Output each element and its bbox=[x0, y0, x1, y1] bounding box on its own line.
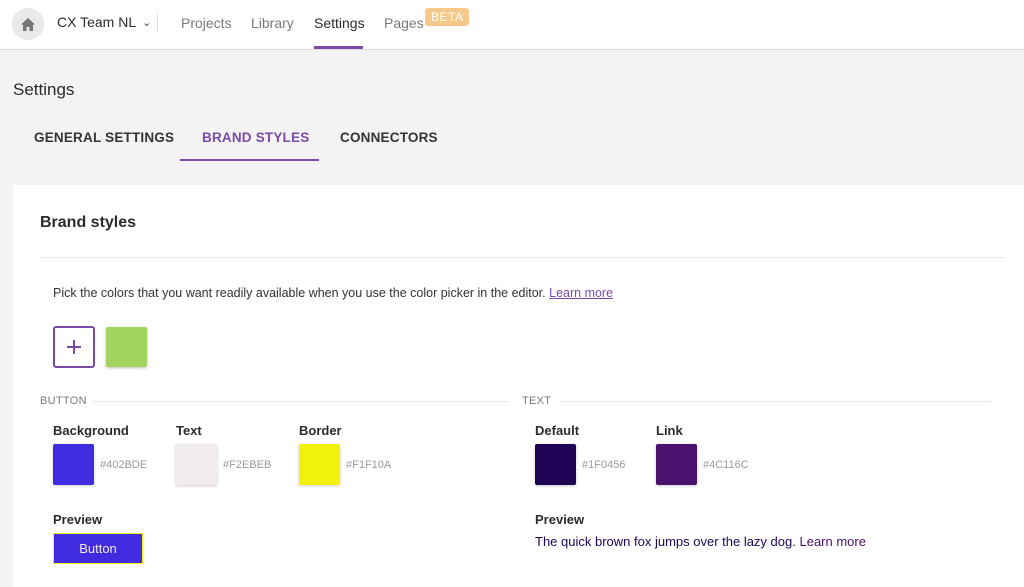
team-name: CX Team NL bbox=[57, 14, 137, 30]
top-nav: CX Team NL ⌄ Projects Library Settings P… bbox=[0, 0, 1024, 50]
page-title: Settings bbox=[13, 80, 75, 99]
learn-more-link[interactable]: Learn more bbox=[549, 286, 614, 300]
text-link-label: Link bbox=[656, 423, 683, 438]
section-divider bbox=[560, 401, 991, 402]
home-button[interactable] bbox=[12, 8, 44, 40]
intro-text: Pick the colors that you want readily av… bbox=[53, 286, 613, 300]
button-text-label: Text bbox=[176, 423, 202, 438]
divider bbox=[40, 257, 1004, 258]
chevron-down-icon: ⌄ bbox=[142, 17, 152, 29]
home-icon bbox=[21, 17, 35, 31]
nav-library[interactable]: Library bbox=[251, 15, 294, 31]
button-text-hex: #F2EBEB bbox=[223, 459, 272, 471]
text-default-swatch[interactable] bbox=[535, 444, 576, 485]
nav-pages[interactable]: Pages bbox=[384, 15, 424, 31]
button-background-swatch[interactable] bbox=[53, 444, 94, 485]
team-switcher[interactable]: CX Team NL ⌄ bbox=[57, 14, 151, 30]
button-border-swatch[interactable] bbox=[299, 444, 340, 485]
add-color-button[interactable] bbox=[53, 326, 95, 368]
button-section-label: BUTTON bbox=[40, 395, 87, 407]
text-preview: The quick brown fox jumps over the lazy … bbox=[535, 534, 866, 549]
preview-sentence: The quick brown fox jumps over the lazy … bbox=[535, 534, 796, 549]
beta-badge: BETA bbox=[425, 8, 470, 26]
button-background-label: Background bbox=[53, 423, 129, 438]
text-section-label: TEXT bbox=[522, 395, 552, 407]
tab-active-indicator bbox=[180, 159, 319, 161]
preview-button[interactable]: Button bbox=[53, 533, 143, 564]
text-preview-label: Preview bbox=[535, 512, 585, 527]
nav-settings[interactable]: Settings bbox=[314, 15, 365, 31]
text-default-hex: #1F0456 bbox=[582, 459, 626, 471]
nav-projects[interactable]: Projects bbox=[181, 15, 232, 31]
text-default-label: Default bbox=[535, 423, 580, 438]
button-text-swatch[interactable] bbox=[176, 444, 217, 485]
intro-sentence: Pick the colors that you want readily av… bbox=[53, 286, 546, 300]
tab-general-settings[interactable]: GENERAL SETTINGS bbox=[34, 130, 175, 145]
section-divider bbox=[93, 401, 509, 402]
button-border-hex: #F1F10A bbox=[346, 459, 392, 471]
tab-brand-styles[interactable]: BRAND STYLES bbox=[202, 130, 310, 145]
plus-icon bbox=[67, 340, 81, 354]
button-border-label: Border bbox=[299, 423, 342, 438]
card-title: Brand styles bbox=[40, 214, 137, 231]
text-link-swatch[interactable] bbox=[656, 444, 697, 485]
button-preview-label: Preview bbox=[53, 512, 103, 527]
nav-divider bbox=[157, 14, 158, 32]
preview-link[interactable]: Learn more bbox=[799, 534, 866, 549]
tab-connectors[interactable]: CONNECTORS bbox=[340, 130, 438, 145]
palette-swatch[interactable] bbox=[106, 327, 147, 367]
button-background-hex: #402BDE bbox=[100, 459, 148, 471]
nav-active-indicator bbox=[314, 46, 363, 49]
brand-styles-card: Brand styles Pick the colors that you wa… bbox=[13, 185, 1024, 587]
text-link-hex: #4C116C bbox=[703, 459, 749, 471]
